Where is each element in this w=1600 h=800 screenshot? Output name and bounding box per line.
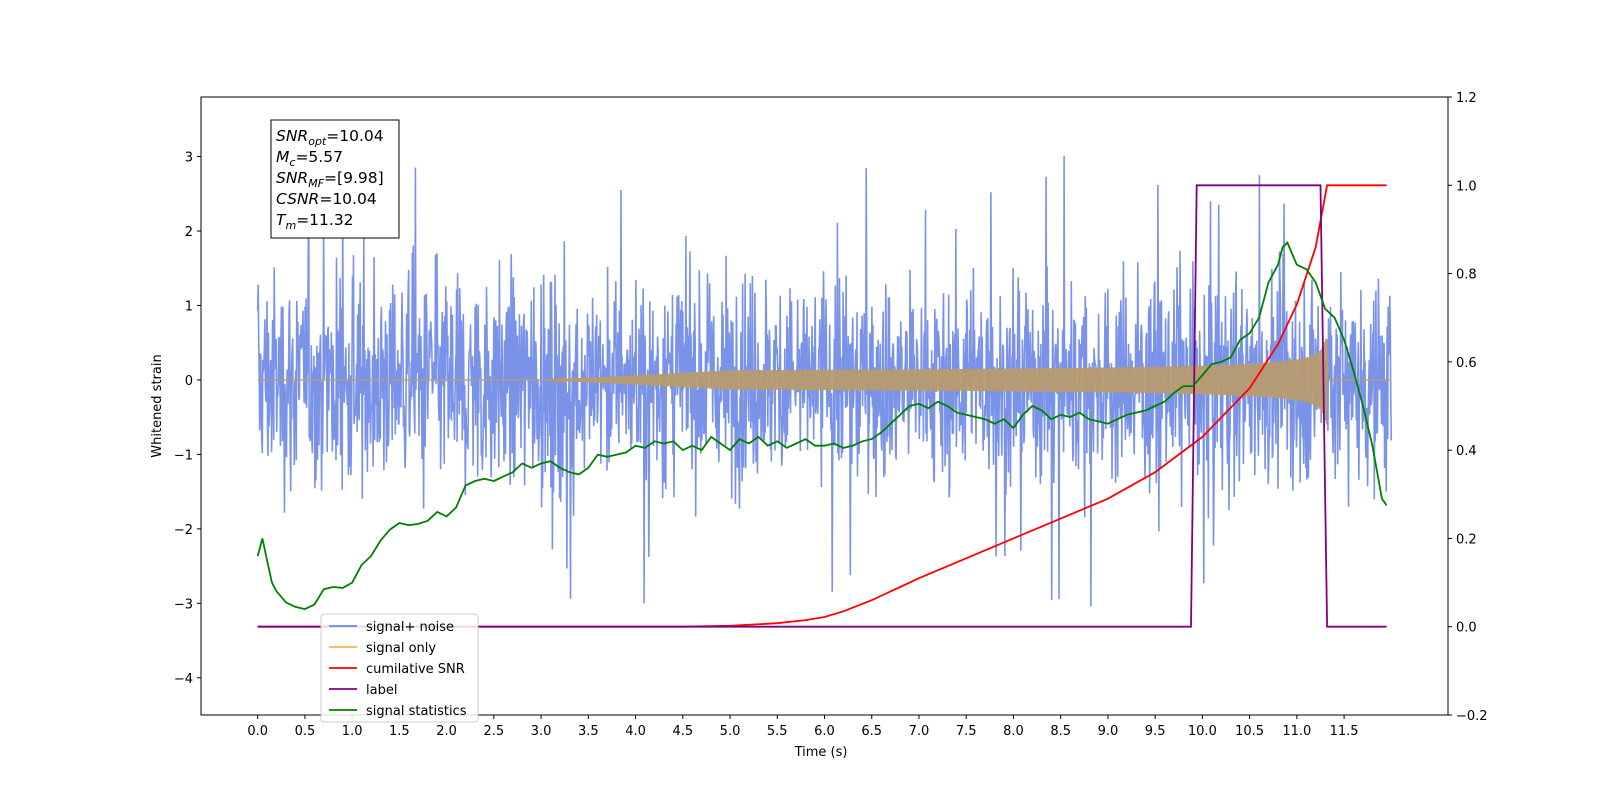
x-tick-label: 3.0 [531,724,552,739]
y-left-tick-label: −4 [174,672,193,687]
x-tick-label: 11.5 [1330,724,1359,739]
y-left-tick-label: 0 [185,374,193,389]
x-tick-label: 7.0 [909,724,930,739]
y-left-tick-label: 1 [185,299,193,314]
legend-frame [320,613,479,723]
x-tick-label: 5.0 [720,724,741,739]
x-tick-label: 8.5 [1050,724,1071,739]
y-right-tick-label: 0.2 [1456,532,1477,547]
y-right-tick-label: 1.0 [1456,179,1477,194]
series-label [257,184,1387,628]
x-tick-label: 6.0 [814,724,835,739]
x-tick-label: 4.0 [625,724,646,739]
x-tick-label: 10.5 [1235,724,1264,739]
y-left-tick-label: −3 [174,597,193,612]
x-tick-label: 1.0 [342,724,363,739]
legend-entry: signal+ noise [366,620,454,635]
y-right-tick-label: 0.6 [1456,356,1477,371]
legend: signal+ noise signal only cumilative SNR la… [320,613,479,723]
x-tick-label: 4.5 [672,724,693,739]
y-axis-label: Whitened strain [150,354,165,457]
x-tick-label: 0.0 [247,724,268,739]
legend-entry: signal statistics [366,704,467,719]
legend-entry: cumilative SNR [366,662,465,677]
series-cumilative-snr [257,184,1387,628]
x-tick-label: 3.5 [578,724,599,739]
series-signal-statistics [256,241,1388,611]
annotation-line: CSNR=10.04 [276,190,377,208]
y-right-tick-label: −0.2 [1456,709,1488,724]
x-tick-label: 9.5 [1145,724,1166,739]
legend-entry: signal only [366,641,436,656]
x-axis-label: Time (s) [794,745,848,760]
plot-area [256,155,1393,628]
y-right-tick-label: 0.4 [1456,444,1477,459]
annotation-box: SNRopt=10.04Mc=5.57SNRMF=[9.98]CSNR=10.0… [270,119,400,239]
y-right-tick-label: 0.8 [1456,268,1477,283]
annotation-line: SNRopt=10.04 [276,127,384,148]
x-tick-label: 7.5 [956,724,977,739]
x-tick-label: 11.0 [1282,724,1311,739]
y-left-tick-label: 3 [185,151,193,166]
annotation-frame [270,119,400,239]
y-right-tick-label: 1.2 [1456,91,1477,106]
y-left-tick-label: −1 [174,448,193,463]
y-right-tick-label: 0.0 [1456,621,1477,636]
x-tick-label: 8.0 [1003,724,1024,739]
x-tick-label: 0.5 [295,724,316,739]
series-signal-only [257,338,1392,421]
x-tick-label: 10.0 [1188,724,1217,739]
y-left-tick-label: −2 [174,523,193,538]
y-axis-left: −4 −3 −2 −1 0 1 2 3 [174,151,201,687]
legend-entry: label [366,683,397,698]
x-tick-label: 6.5 [861,724,882,739]
annotation-line: Mc=5.57 [276,148,343,169]
annotation-line: Tm=11.32 [276,211,354,232]
x-axis: 0.0 0.5 1.0 1.5 2.0 2.5 3.0 3.5 4.0 4.5 5.0 5.5 6.0 6… [247,715,1359,739]
y-axis-right: −0.2 0.0 0.2 0.4 0.6 0.8 1.0 1.2 [1448,91,1488,724]
x-tick-label: 2.0 [436,724,457,739]
x-tick-label: 5.5 [767,724,788,739]
y-left-tick-label: 2 [185,225,193,240]
x-tick-label: 2.5 [484,724,505,739]
x-tick-label: 9.0 [1098,724,1119,739]
annotation-line: SNRMF=[9.98] [276,169,384,190]
x-tick-label: 1.5 [389,724,410,739]
